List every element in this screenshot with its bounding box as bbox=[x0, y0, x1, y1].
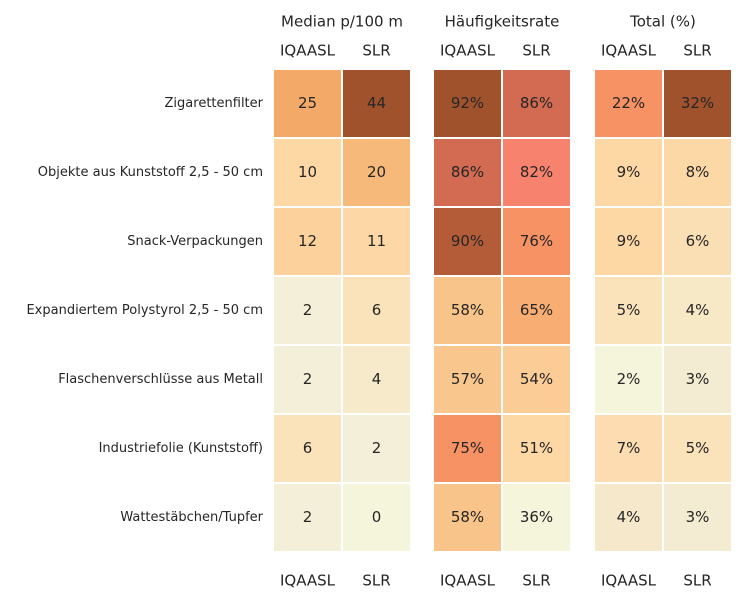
column-footer: IQAASL bbox=[440, 572, 496, 590]
heatmap-cell bbox=[341, 206, 412, 277]
cell-value-label: 65% bbox=[520, 301, 553, 319]
cell-value-label: 92% bbox=[451, 94, 484, 112]
row-label: Zigarettenfilter bbox=[165, 96, 264, 111]
row-label: Snack-Verpackungen bbox=[127, 234, 263, 249]
cell-value-label: 3% bbox=[686, 370, 710, 388]
row-label: Expandiertem Polystyrol 2,5 - 50 cm bbox=[26, 303, 263, 318]
cell-value-label: 4 bbox=[372, 370, 382, 388]
heatmap-cell bbox=[662, 482, 733, 553]
heatmap-cell bbox=[501, 275, 572, 346]
cell-value-label: 9% bbox=[617, 232, 641, 250]
cell-value-label: 76% bbox=[520, 232, 553, 250]
heatmap-cell bbox=[341, 275, 412, 346]
heatmap-cell bbox=[593, 344, 664, 415]
cell-value-label: 10 bbox=[298, 163, 317, 181]
cell-value-label: 9% bbox=[617, 163, 641, 181]
row-label: Wattestäbchen/Tupfer bbox=[120, 510, 263, 525]
column-header: SLR bbox=[683, 42, 711, 60]
heatmap-cell bbox=[593, 68, 664, 139]
heatmap-cell bbox=[272, 482, 343, 553]
cell-value-label: 2 bbox=[372, 439, 382, 457]
heatmap-cell bbox=[341, 137, 412, 208]
heatmap-cell bbox=[432, 344, 503, 415]
column-footer: SLR bbox=[522, 572, 550, 590]
cell-value-label: 5% bbox=[686, 439, 710, 457]
cell-value-label: 20 bbox=[367, 163, 386, 181]
heatmap-cell bbox=[501, 482, 572, 553]
panel-title: Total (%) bbox=[629, 13, 696, 31]
column-header: IQAASL bbox=[440, 42, 496, 60]
cell-value-label: 22% bbox=[612, 94, 645, 112]
heatmap-cell bbox=[501, 206, 572, 277]
cell-value-label: 2 bbox=[303, 370, 313, 388]
heatmap-cell bbox=[432, 275, 503, 346]
cell-value-label: 58% bbox=[451, 301, 484, 319]
heatmap-cell bbox=[432, 482, 503, 553]
cell-value-label: 6 bbox=[372, 301, 382, 319]
heatmap-cell bbox=[501, 137, 572, 208]
column-footer: IQAASL bbox=[280, 572, 336, 590]
heatmap-cell bbox=[593, 482, 664, 553]
heatmap-cell bbox=[593, 137, 664, 208]
column-header: SLR bbox=[522, 42, 550, 60]
cell-value-label: 86% bbox=[451, 163, 484, 181]
cell-value-label: 12 bbox=[298, 232, 317, 250]
heatmap-cell bbox=[432, 137, 503, 208]
heatmap-cell bbox=[341, 68, 412, 139]
heatmap-cell bbox=[501, 413, 572, 484]
column-footer: SLR bbox=[683, 572, 711, 590]
cell-value-label: 54% bbox=[520, 370, 553, 388]
cell-value-label: 4% bbox=[686, 301, 710, 319]
column-header: IQAASL bbox=[601, 42, 657, 60]
column-footer: IQAASL bbox=[601, 572, 657, 590]
row-label: Industriefolie (Kunststoff) bbox=[99, 441, 263, 456]
cell-value-label: 36% bbox=[520, 508, 553, 526]
heatmap-cell bbox=[341, 413, 412, 484]
column-header: IQAASL bbox=[280, 42, 336, 60]
cell-value-label: 58% bbox=[451, 508, 484, 526]
heatmap-cell bbox=[341, 482, 412, 553]
cell-value-label: 25 bbox=[298, 94, 317, 112]
panel-title: Häufigkeitsrate bbox=[445, 13, 560, 31]
cell-value-label: 75% bbox=[451, 439, 484, 457]
heatmap-cell bbox=[341, 344, 412, 415]
panel-title: Median p/100 m bbox=[281, 13, 403, 31]
cell-value-label: 82% bbox=[520, 163, 553, 181]
cell-value-label: 32% bbox=[681, 94, 714, 112]
cell-value-label: 44 bbox=[367, 94, 386, 112]
cell-value-label: 90% bbox=[451, 232, 484, 250]
heatmap-cell bbox=[272, 68, 343, 139]
cell-value-label: 2 bbox=[303, 508, 313, 526]
cell-value-label: 4% bbox=[617, 508, 641, 526]
heatmap-cell bbox=[662, 275, 733, 346]
cell-value-label: 51% bbox=[520, 439, 553, 457]
column-header: SLR bbox=[362, 42, 390, 60]
heatmap-cell bbox=[662, 68, 733, 139]
cell-value-label: 86% bbox=[520, 94, 553, 112]
cell-value-label: 6% bbox=[686, 232, 710, 250]
row-label: Objekte aus Kunststoff 2,5 - 50 cm bbox=[38, 165, 263, 180]
heatmap-cell bbox=[432, 206, 503, 277]
cell-value-label: 0 bbox=[372, 508, 382, 526]
cell-value-label: 3% bbox=[686, 508, 710, 526]
heatmap-cell bbox=[501, 344, 572, 415]
cell-value-label: 2 bbox=[303, 301, 313, 319]
cell-value-label: 57% bbox=[451, 370, 484, 388]
cell-value-label: 7% bbox=[617, 439, 641, 457]
cell-value-label: 5% bbox=[617, 301, 641, 319]
cell-value-label: 11 bbox=[367, 232, 386, 250]
cell-value-label: 6 bbox=[303, 439, 313, 457]
heatmap-cell bbox=[501, 68, 572, 139]
cell-value-label: 8% bbox=[686, 163, 710, 181]
column-footer: SLR bbox=[362, 572, 390, 590]
row-label: Flaschenverschlüsse aus Metall bbox=[58, 372, 263, 387]
cell-value-label: 2% bbox=[617, 370, 641, 388]
